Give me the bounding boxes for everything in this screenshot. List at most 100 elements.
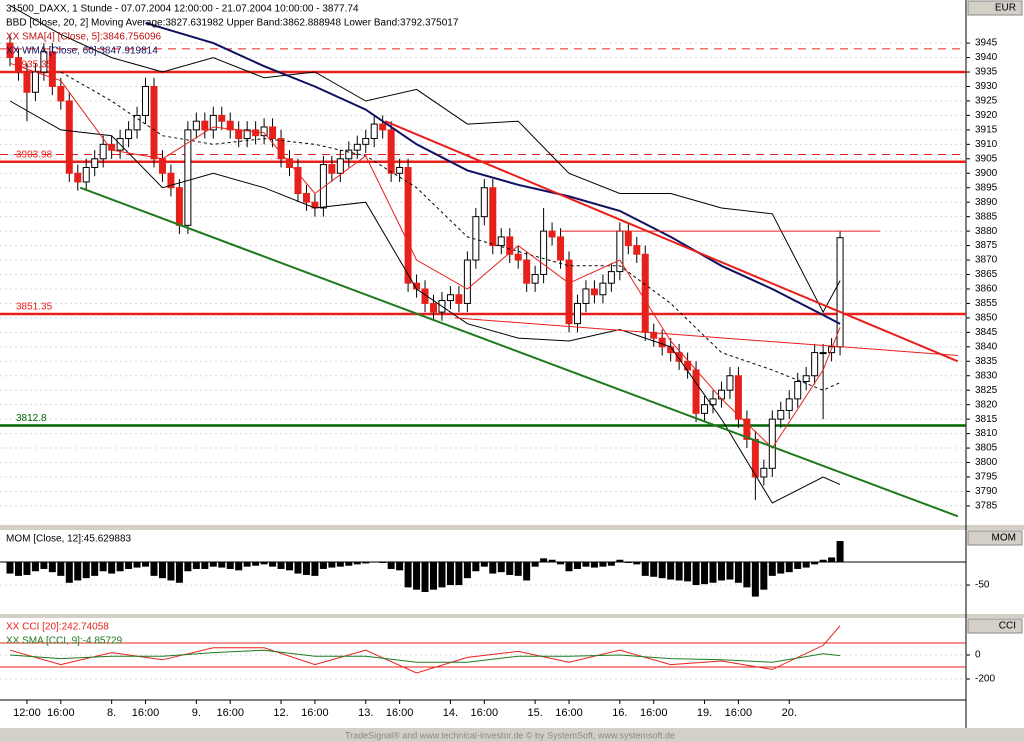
level-label: 3851.35 xyxy=(16,302,53,313)
y-tick-label: -50 xyxy=(975,580,990,591)
bar xyxy=(319,562,327,569)
candle-body xyxy=(175,187,183,226)
x-tick-label: 16:00 xyxy=(216,707,244,719)
candle-body xyxy=(523,259,531,284)
x-tick-label: 16:00 xyxy=(555,707,583,719)
candle-body xyxy=(302,193,310,203)
candle-body xyxy=(684,360,692,371)
bar xyxy=(751,562,759,597)
bar xyxy=(116,562,124,572)
trend-line xyxy=(79,186,959,518)
bar xyxy=(201,562,209,569)
y-tick-label: 3865 xyxy=(975,269,998,280)
candle-body xyxy=(65,100,73,174)
bar xyxy=(514,562,522,576)
y-tick-label: 3870 xyxy=(975,255,998,266)
bar xyxy=(6,562,14,574)
bar xyxy=(557,562,565,565)
bar xyxy=(14,562,22,576)
bar xyxy=(455,562,463,586)
bar xyxy=(540,558,548,563)
bar xyxy=(472,562,480,572)
candle-body xyxy=(802,375,810,383)
y-tick-label: 3925 xyxy=(975,96,998,107)
legend-entry: XX SMA [CCI, 9]:-4.85729 xyxy=(6,636,123,647)
candle-body xyxy=(497,236,505,247)
bar xyxy=(311,562,319,576)
candle-body xyxy=(158,158,166,174)
candle-body xyxy=(760,467,768,478)
bar xyxy=(175,562,183,583)
y-tick-label: 3845 xyxy=(975,327,998,338)
candle-body xyxy=(31,71,39,93)
y-tick-label: 3895 xyxy=(975,182,998,193)
bar xyxy=(65,562,73,583)
y-tick-label: 3890 xyxy=(975,197,998,208)
y-tick-label: 3905 xyxy=(975,153,998,164)
y-tick-label: 3790 xyxy=(975,486,998,497)
bar xyxy=(158,562,166,579)
bar xyxy=(675,562,683,581)
axis-label: EUR xyxy=(995,3,1016,14)
bar xyxy=(463,562,471,579)
bar xyxy=(192,562,200,569)
candle-body xyxy=(260,126,268,137)
legend-entry: XX WMA [Close, 60]:3847.919814 xyxy=(6,46,158,57)
bar xyxy=(252,562,260,566)
candle-body xyxy=(294,166,302,195)
x-tick-label: 12:00 xyxy=(13,707,41,719)
bar xyxy=(108,562,116,574)
bar xyxy=(828,557,836,563)
x-tick-label: 16:00 xyxy=(471,707,499,719)
bar xyxy=(684,562,692,582)
bar xyxy=(565,562,573,572)
bar xyxy=(277,562,285,569)
bar xyxy=(218,562,226,568)
candle-body xyxy=(125,129,133,140)
x-tick-label: 16:00 xyxy=(47,707,75,719)
candle-body xyxy=(226,120,234,131)
y-tick-label: 3815 xyxy=(975,414,998,425)
bar xyxy=(760,562,768,590)
y-tick-label: 3875 xyxy=(975,240,998,251)
candle-body xyxy=(82,166,90,183)
candle-body xyxy=(243,129,251,140)
bar xyxy=(302,562,310,575)
bar xyxy=(133,562,141,568)
candle-body xyxy=(489,187,497,247)
bar xyxy=(777,562,785,574)
candle-body xyxy=(548,230,556,238)
candle-body xyxy=(514,253,522,261)
bar xyxy=(387,562,395,569)
candle-body xyxy=(218,114,226,122)
bar xyxy=(269,562,277,567)
bar xyxy=(396,562,404,571)
candle-body xyxy=(387,129,395,174)
candle-body xyxy=(794,381,802,400)
axis-label: CCI xyxy=(999,621,1016,632)
candle-body xyxy=(40,51,48,73)
candle-body xyxy=(506,236,514,255)
x-tick-label: 13. xyxy=(358,707,373,719)
x-tick-label: 8. xyxy=(107,707,116,719)
level-label: 3935.35 xyxy=(16,60,53,71)
bar xyxy=(599,562,607,567)
level-label: 3903.98 xyxy=(16,149,53,160)
candle-body xyxy=(717,389,725,400)
y-tick-label: 3880 xyxy=(975,226,998,237)
candle-body xyxy=(768,418,776,469)
indicator-line xyxy=(60,71,841,391)
y-tick-label: 3855 xyxy=(975,298,998,309)
legend-entry: XX CCI [20]:242.74058 xyxy=(6,622,109,633)
x-tick-label: 16:00 xyxy=(132,707,160,719)
candle-body xyxy=(565,259,573,325)
bar xyxy=(353,562,361,565)
bar xyxy=(438,562,446,588)
candle-body xyxy=(235,129,243,140)
bar xyxy=(785,562,793,573)
y-tick-label: 3940 xyxy=(975,52,998,63)
candle-body xyxy=(726,375,734,391)
bar xyxy=(31,562,39,572)
